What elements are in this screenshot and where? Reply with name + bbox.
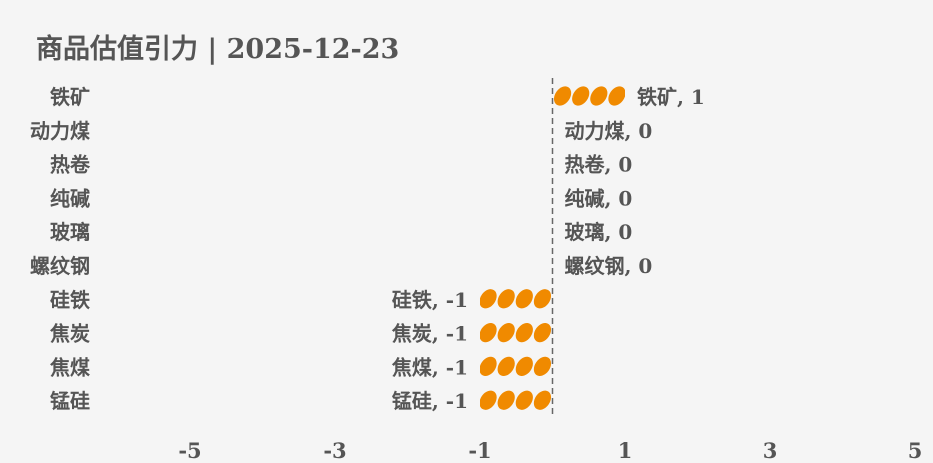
category-label: 玻璃 — [50, 220, 90, 244]
bar-symbol — [497, 289, 515, 309]
data-label: 热卷, 0 — [565, 153, 633, 177]
category-label: 锰硅 — [50, 389, 90, 413]
data-label: 纯碱, 0 — [565, 186, 633, 210]
bar-symbol — [533, 390, 552, 410]
bar-symbol — [533, 356, 552, 377]
x-tick-label: 5 — [908, 438, 923, 463]
bar — [553, 86, 625, 106]
bar-symbol — [515, 390, 533, 410]
x-tick-label: 1 — [618, 438, 633, 463]
data-label: 螺纹钢, 0 — [565, 254, 653, 278]
bar-symbol — [608, 86, 625, 106]
category-label: 焦炭 — [50, 322, 90, 346]
bar-symbol — [480, 322, 497, 343]
data-label: 铁矿, 1 — [637, 85, 705, 109]
data-label: 动力煤, 0 — [565, 119, 653, 143]
bar-symbol — [572, 86, 590, 106]
data-label: 锰硅, -1 — [392, 389, 468, 413]
category-label: 螺纹钢 — [30, 254, 90, 278]
category-label: 动力煤 — [30, 119, 90, 143]
category-label: 硅铁 — [50, 288, 90, 312]
category-label: 纯碱 — [50, 186, 90, 210]
bar — [480, 322, 552, 343]
bar-symbol — [480, 289, 497, 309]
data-label: 硅铁, -1 — [392, 288, 468, 312]
x-tick-label: 3 — [763, 438, 778, 463]
category-label: 铁矿 — [50, 85, 90, 109]
bar-symbol — [497, 356, 515, 377]
bar-symbol — [553, 86, 572, 106]
bar-symbol — [480, 356, 497, 377]
data-label: 玻璃, 0 — [565, 220, 633, 244]
x-tick-label: -1 — [468, 438, 491, 463]
bar-symbol — [515, 289, 533, 309]
bar-symbol — [480, 390, 497, 410]
bar-symbol — [515, 356, 533, 377]
bar — [480, 289, 552, 309]
x-tick-label: -5 — [178, 438, 201, 463]
bar-symbol — [515, 322, 533, 343]
data-label: 焦煤, -1 — [392, 355, 468, 379]
category-label: 热卷 — [50, 153, 91, 177]
x-tick-label: -3 — [323, 438, 346, 463]
bar — [480, 390, 552, 410]
bar-symbol — [533, 322, 552, 343]
bar-symbol — [497, 390, 515, 410]
chart-title: 商品估值引力 | 2025-12-23 — [36, 34, 399, 65]
data-label: 焦炭, -1 — [392, 322, 468, 346]
bar-symbol — [590, 86, 608, 106]
bar-symbol — [497, 322, 515, 343]
bar-symbol — [533, 289, 552, 309]
category-label: 焦煤 — [50, 355, 90, 379]
bar — [480, 356, 552, 377]
